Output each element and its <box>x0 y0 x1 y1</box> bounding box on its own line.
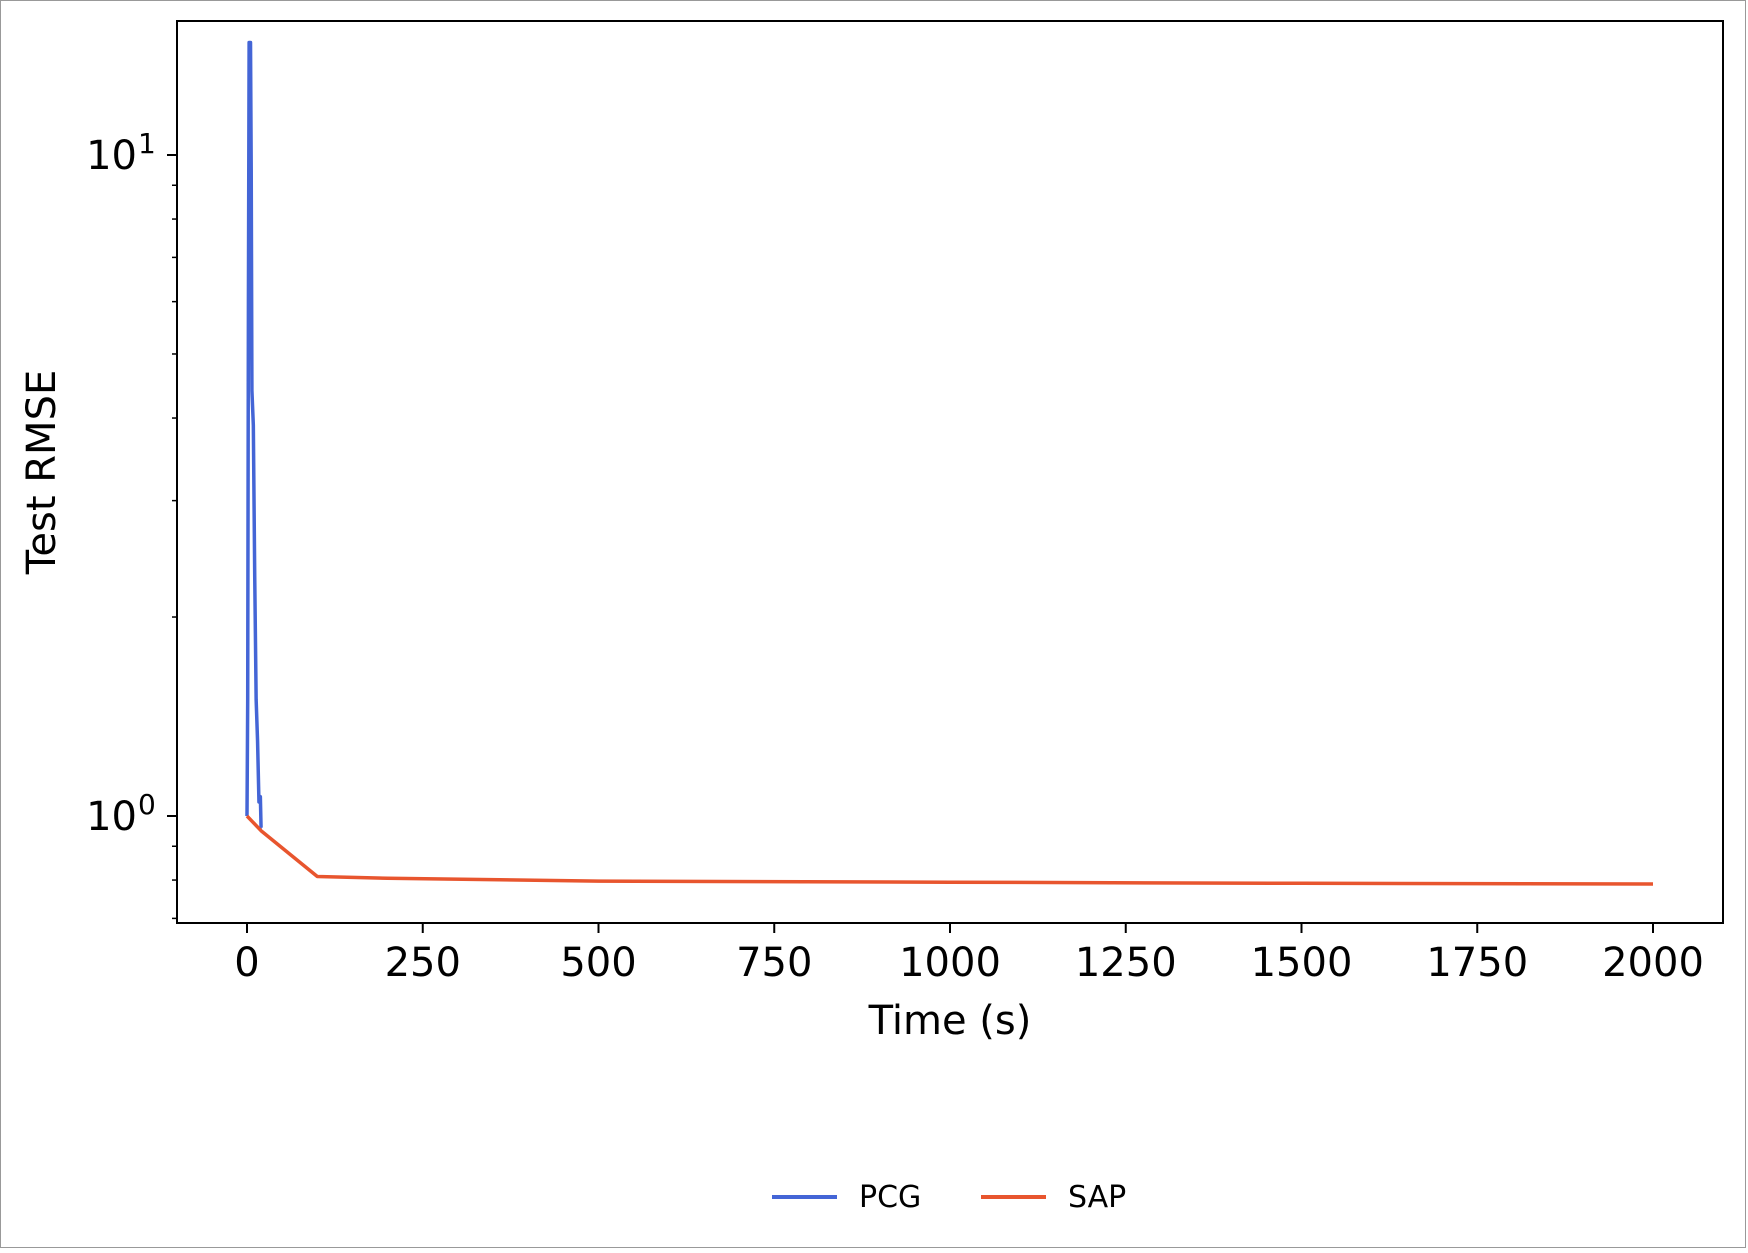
x-tick-label: 1500 <box>1251 940 1353 986</box>
y-tick-label: 10 <box>86 794 137 840</box>
legend-item-sap: SAP <box>981 1180 1126 1215</box>
y-axis-label: Test RMSE <box>19 370 65 575</box>
legend: PCG SAP <box>772 1180 1126 1215</box>
x-tick-label: 750 <box>736 940 812 986</box>
x-tick-label: 250 <box>385 940 461 986</box>
x-tick-label: 1750 <box>1426 940 1528 986</box>
x-tick-label: 1000 <box>899 940 1001 986</box>
x-tick-label: 0 <box>234 940 259 986</box>
legend-label: SAP <box>1068 1180 1126 1215</box>
plot-area <box>176 20 1724 924</box>
x-tick-label: 500 <box>560 940 636 986</box>
series-line-sap <box>245 814 1654 886</box>
x-axis-label: Time (s) <box>868 998 1032 1044</box>
y-tick-exponent: 1 <box>138 127 156 160</box>
y-tick-exponent: 0 <box>138 788 156 821</box>
x-tick-label: 2000 <box>1602 940 1704 986</box>
series-line-pcg <box>245 40 263 830</box>
legend-label: PCG <box>859 1180 921 1215</box>
x-axis: 0 250 500 750 1000 1250 1500 1750 2000 <box>234 923 1704 986</box>
legend-item-pcg: PCG <box>772 1180 921 1215</box>
x-tick-label: 1250 <box>1075 940 1177 986</box>
y-tick-label: 10 <box>86 133 137 179</box>
